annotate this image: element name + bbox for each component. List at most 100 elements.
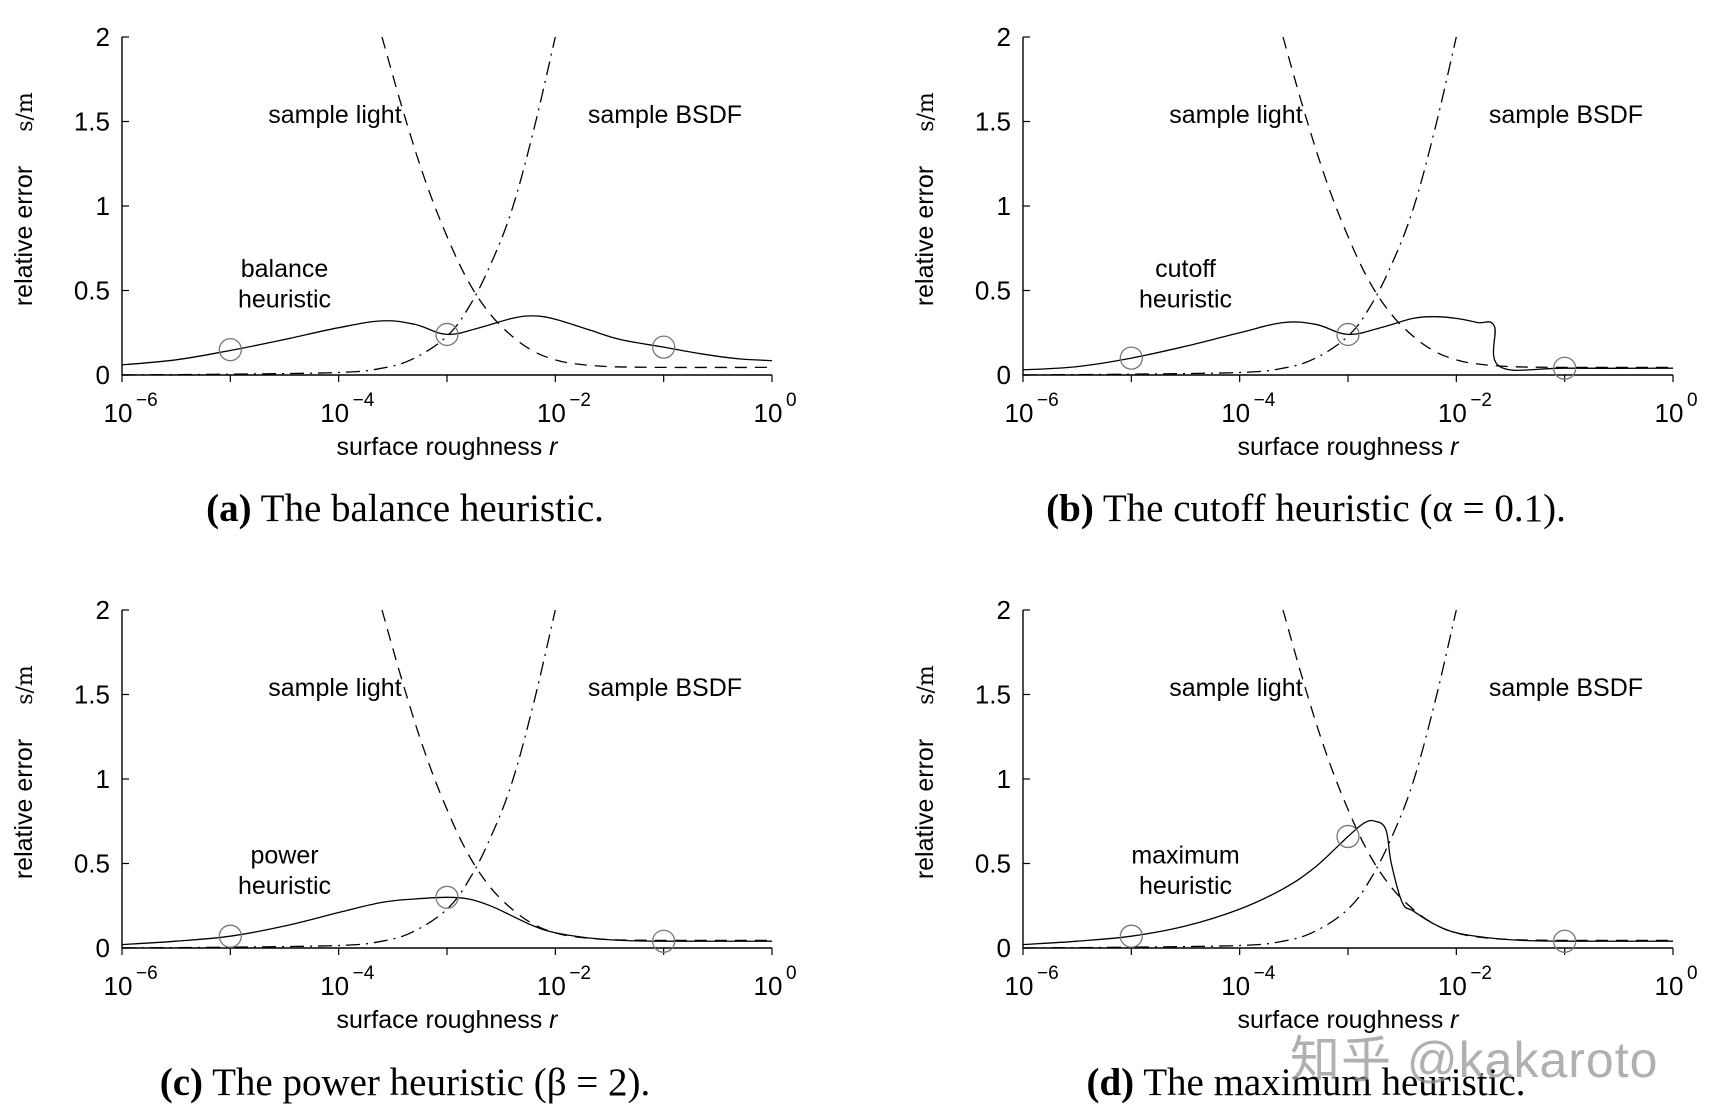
x-axis-label: surface roughness r <box>337 1006 560 1034</box>
y-axis-unit: s/m <box>13 665 38 705</box>
x-tick-label: 10 <box>1005 971 1034 1001</box>
x-tick-label: 10 <box>1221 398 1250 428</box>
caption-b: (b) The cutoff heuristic (α = 0.1). <box>1046 486 1566 531</box>
series-sample-BSDF <box>1023 609 1457 949</box>
y-tick-label: 2 <box>96 22 110 52</box>
x-tick-label: 10 <box>104 971 133 1001</box>
y-tick-label: 0 <box>96 933 110 963</box>
y-tick-label: 0.5 <box>74 849 110 879</box>
series-sample-BSDF <box>122 36 556 376</box>
circle-marker <box>1553 356 1577 380</box>
x-axis-label: surface roughness r <box>337 433 560 461</box>
x-tick-exponent: −2 <box>569 390 591 411</box>
annotation: cutoff <box>1155 255 1216 283</box>
y-tick-label: 0.5 <box>975 849 1011 879</box>
y-tick-label: 2 <box>997 22 1011 52</box>
circle-marker <box>218 337 242 362</box>
caption-a-tag: (a) <box>206 487 252 530</box>
circle-marker <box>435 322 459 347</box>
x-tick-label: 10 <box>537 971 566 1001</box>
x-tick-exponent: 0 <box>1687 390 1698 411</box>
y-axis-unit: s/m <box>914 92 939 132</box>
y-axis-label: relative error <box>10 739 38 879</box>
x-axis-label: surface roughness r <box>1238 1006 1461 1034</box>
y-axis-label: relative error <box>10 166 38 306</box>
annotation: sample light <box>1169 101 1302 129</box>
caption-b-tag: (b) <box>1046 487 1094 530</box>
y-tick-label: 1.5 <box>74 680 110 710</box>
annotation: power <box>250 842 318 870</box>
x-tick-label: 10 <box>320 398 349 428</box>
x-tick-exponent: −2 <box>1470 390 1492 411</box>
x-tick-exponent: −6 <box>1037 390 1059 411</box>
x-tick-exponent: −4 <box>1254 390 1276 411</box>
x-tick-exponent: 0 <box>786 963 797 984</box>
y-tick-label: 1.5 <box>74 107 110 137</box>
circle-marker <box>218 924 242 948</box>
annotation: maximum <box>1131 842 1239 870</box>
circle-marker <box>1119 924 1143 948</box>
annotation: sample BSDF <box>1489 101 1643 129</box>
x-tick-exponent: −4 <box>353 963 375 984</box>
y-tick-label: 0.5 <box>74 276 110 306</box>
series-sample-light <box>381 609 773 942</box>
circle-marker <box>652 929 676 953</box>
x-tick-exponent: −6 <box>1037 963 1059 984</box>
y-axis-unit: s/m <box>13 92 38 132</box>
circle-marker <box>1553 929 1577 953</box>
series-power-heuristic <box>122 896 773 946</box>
caption-a: (a) The balance heuristic. <box>206 486 604 531</box>
x-tick-exponent: −2 <box>569 963 591 984</box>
x-tick-label: 10 <box>754 971 783 1001</box>
caption-d-tag: (d) <box>1086 1061 1135 1104</box>
y-axis-label: relative error <box>911 166 939 306</box>
x-tick-exponent: −2 <box>1470 963 1492 984</box>
y-tick-label: 0.5 <box>975 276 1011 306</box>
annotation: sample BSDF <box>588 101 742 129</box>
series-sample-BSDF <box>122 609 556 949</box>
y-tick-label: 1 <box>997 191 1011 221</box>
watermark: 知乎 @kakaroto <box>1290 1032 1659 1088</box>
series-balance-heuristic <box>122 315 773 366</box>
caption-a-text: The balance heuristic. <box>251 487 604 530</box>
y-axis-label: relative error <box>911 739 939 879</box>
series-sample-BSDF <box>1023 36 1457 376</box>
circle-marker <box>1336 322 1360 347</box>
circle-marker <box>435 885 459 909</box>
caption-d-text: The maximum heuristic. <box>1134 1061 1526 1104</box>
caption-b-text: The cutoff heuristic (α = 0.1). <box>1093 487 1566 530</box>
x-tick-label: 10 <box>1655 971 1684 1001</box>
x-tick-exponent: −4 <box>1254 963 1276 984</box>
y-tick-label: 1 <box>96 191 110 221</box>
series-cutoff-heuristic <box>1023 316 1674 371</box>
annotation: sample BSDF <box>1489 674 1643 702</box>
annotation: heuristic <box>238 872 331 900</box>
x-tick-exponent: 0 <box>1687 963 1698 984</box>
circle-marker <box>1119 346 1143 370</box>
x-tick-label: 10 <box>104 398 133 428</box>
y-tick-label: 0 <box>96 360 110 390</box>
y-tick-label: 1.5 <box>975 107 1011 137</box>
y-axis-unit: s/m <box>914 665 939 705</box>
caption-c-tag: (c) <box>159 1061 204 1104</box>
x-axis-label: surface roughness r <box>1238 433 1461 461</box>
x-tick-label: 10 <box>1438 398 1467 428</box>
annotation: heuristic <box>238 285 331 313</box>
series-maximum-heuristic <box>1023 819 1674 946</box>
x-tick-exponent: −6 <box>136 390 158 411</box>
annotation: balance <box>241 255 329 283</box>
x-tick-label: 10 <box>1655 398 1684 428</box>
annotation: sample light <box>268 674 401 702</box>
series-sample-light <box>381 36 773 369</box>
y-tick-label: 1 <box>96 764 110 794</box>
y-tick-label: 1 <box>997 764 1011 794</box>
annotation: sample light <box>268 101 401 129</box>
annotation: heuristic <box>1139 872 1232 900</box>
series-sample-light <box>1282 36 1674 369</box>
annotation: heuristic <box>1139 285 1232 313</box>
y-tick-label: 2 <box>96 595 110 625</box>
